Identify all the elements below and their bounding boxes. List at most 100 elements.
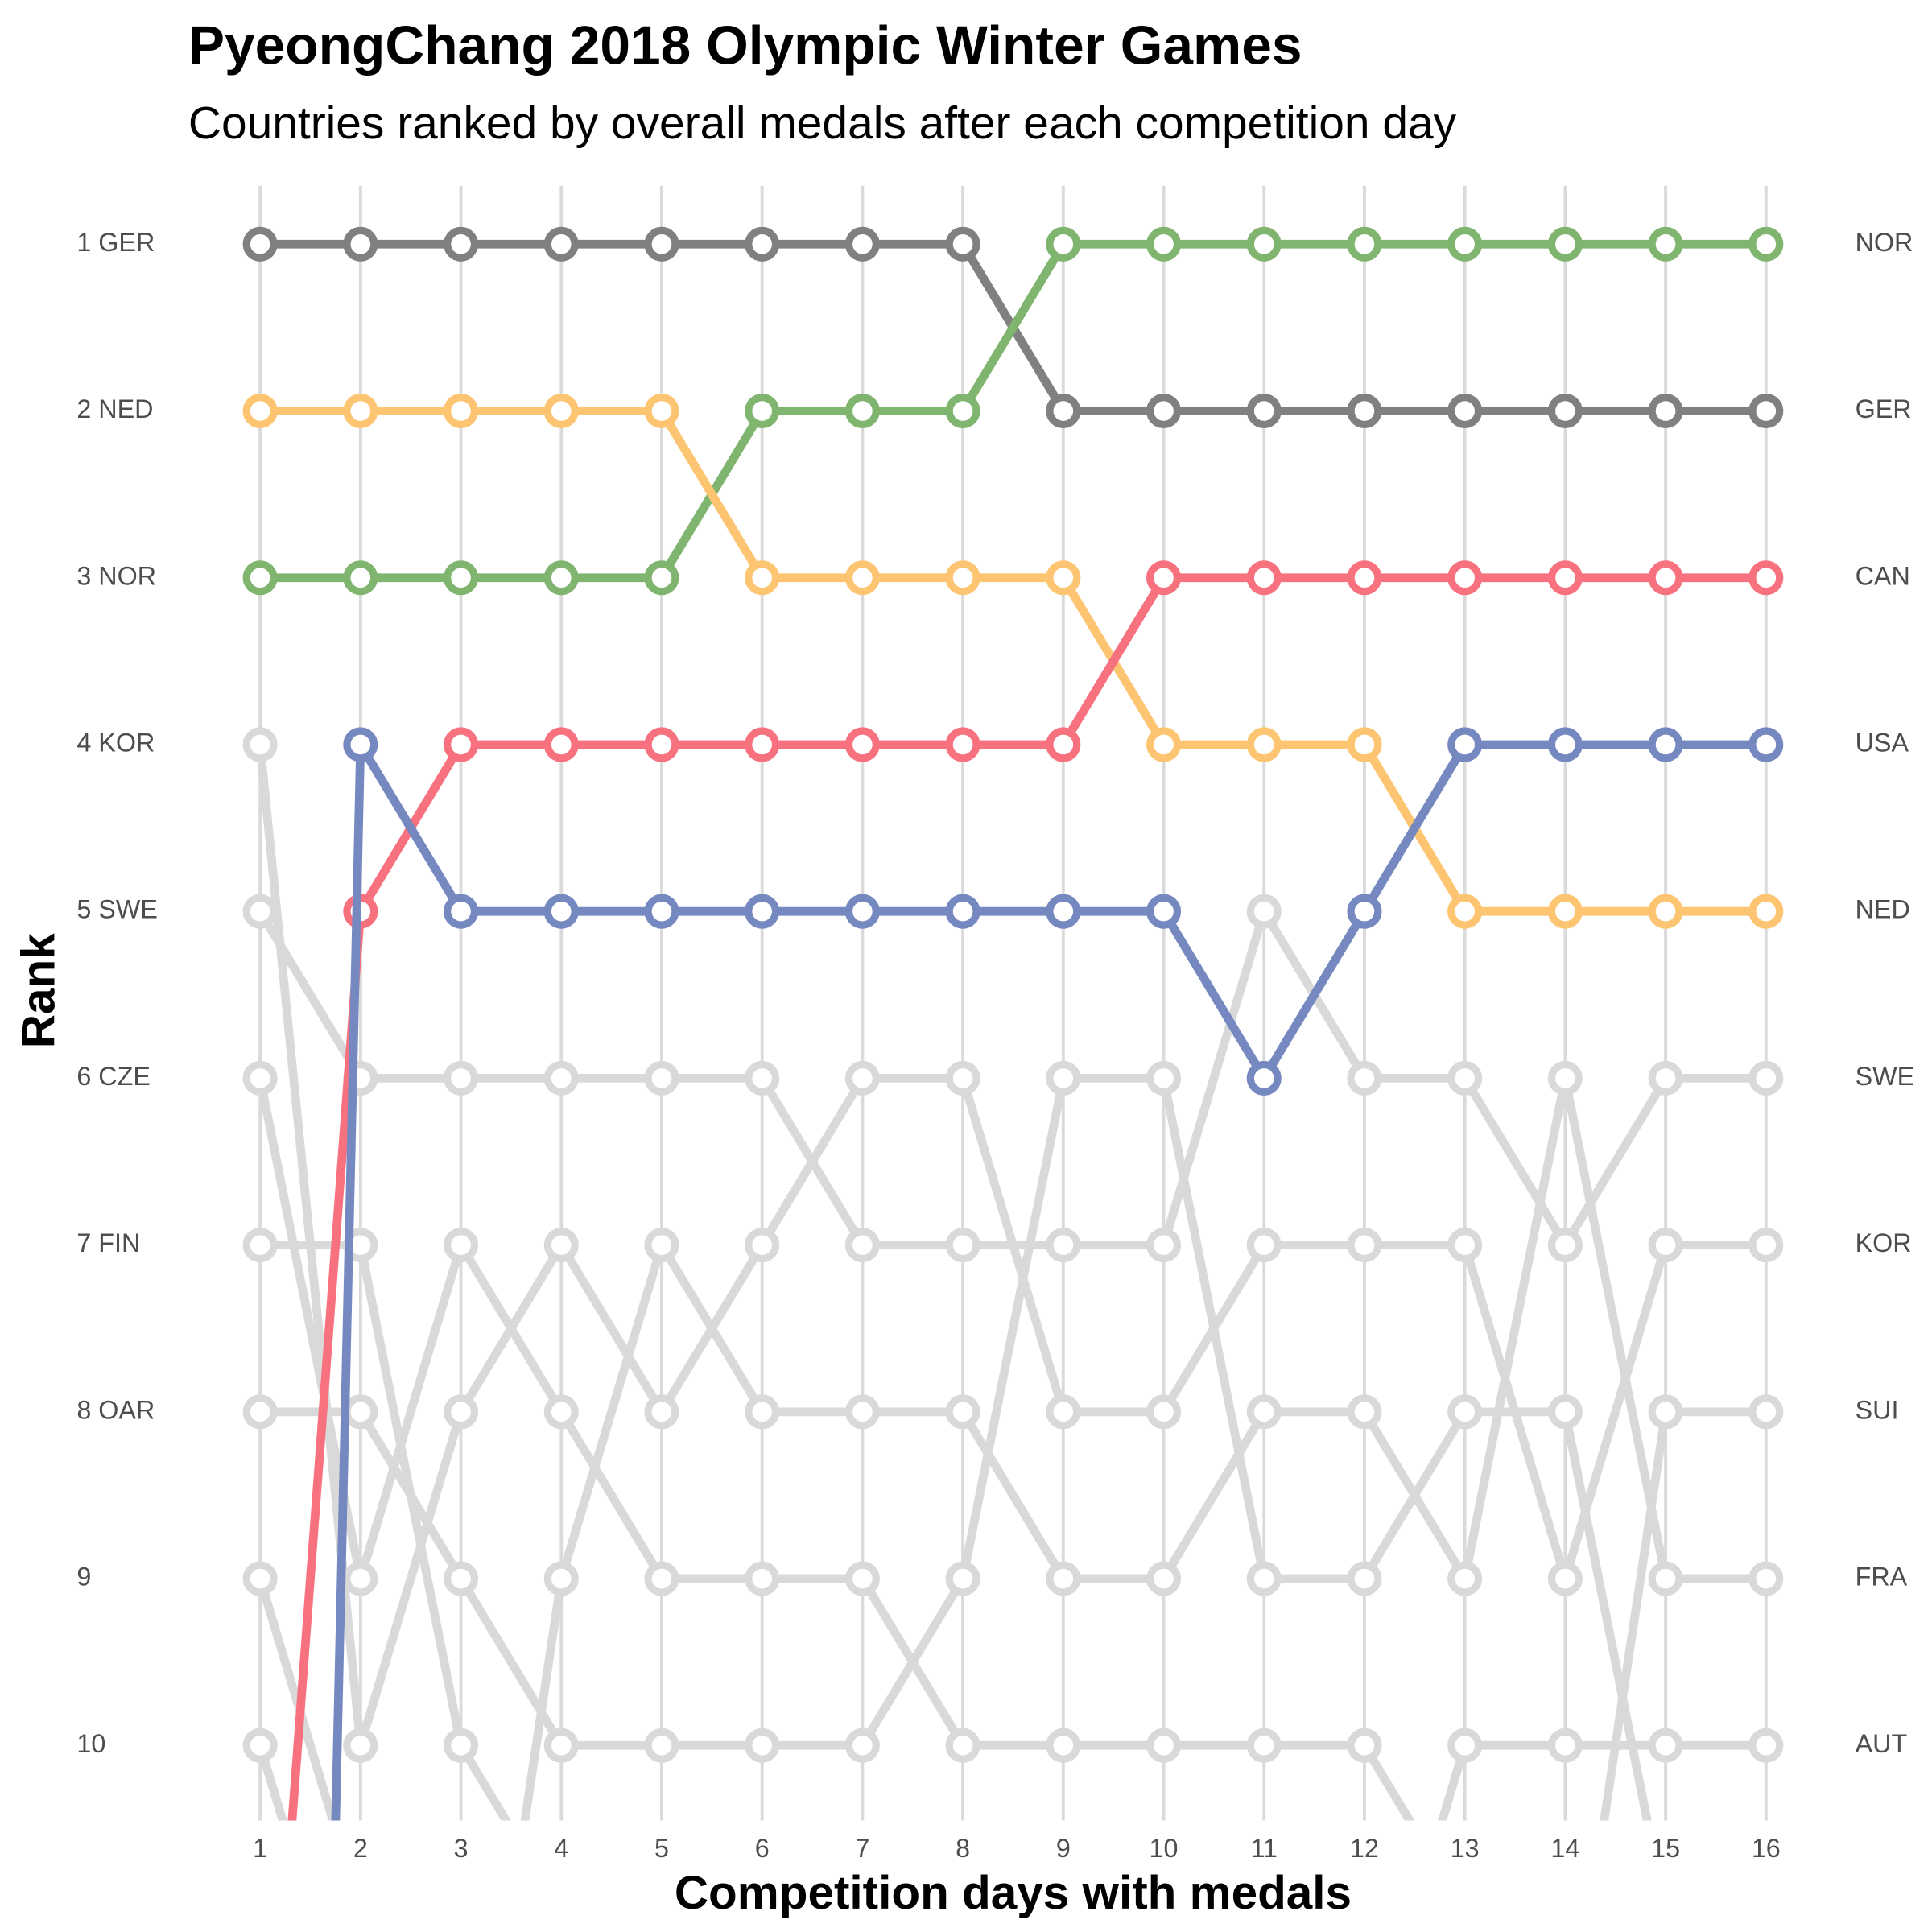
rank-point (644, 560, 679, 596)
rank-point (1648, 1728, 1683, 1763)
rank-point (1146, 1728, 1182, 1763)
plot-area (242, 226, 1784, 1926)
series (242, 226, 1784, 596)
rank-point (1046, 560, 1081, 596)
rank-point (242, 1060, 278, 1096)
rank-point (1447, 1228, 1483, 1263)
rank-point (1246, 1060, 1282, 1096)
rank-point (1347, 1060, 1382, 1096)
rank-point (1648, 1394, 1683, 1430)
x-axis-label: Competition days with medals (675, 1867, 1352, 1919)
rank-point (444, 1228, 479, 1263)
rank-point (444, 894, 479, 929)
y2-tick-label: CAN (1856, 561, 1910, 590)
rank-point (343, 1394, 378, 1430)
rank-point (448, 1899, 475, 1926)
rank-point (1447, 1561, 1483, 1596)
rank-point (1246, 1394, 1282, 1430)
rank-point (1146, 727, 1182, 762)
rank-line (260, 407, 1766, 916)
rank-point (1246, 1228, 1282, 1263)
rank-point (644, 727, 679, 762)
rank-line (260, 239, 1766, 583)
series (242, 1394, 1784, 1926)
rank-point (945, 1228, 980, 1263)
rank-point (844, 727, 880, 762)
rank-point (1547, 393, 1583, 429)
rank-point (745, 560, 780, 596)
rank-point (1748, 393, 1784, 429)
rank-point (343, 226, 378, 262)
rank-point (242, 393, 278, 429)
y2-tick-label: KOR (1856, 1228, 1912, 1257)
x-tick-label: 3 (454, 1834, 469, 1863)
series (520, 1060, 1784, 1821)
x-tick-label: 11 (1250, 1834, 1278, 1863)
rank-point (343, 560, 378, 596)
rank-point (543, 1394, 579, 1430)
rank-point (242, 727, 278, 762)
rank-point (844, 1060, 880, 1096)
rank-point (745, 727, 780, 762)
rank-point (1748, 1561, 1784, 1596)
y2-tick-label: SWE (1856, 1062, 1915, 1091)
rank-point (1246, 894, 1282, 929)
rank-point (644, 1060, 679, 1096)
rank-point (242, 894, 278, 929)
rank-point (343, 727, 378, 762)
rank-point (1246, 727, 1282, 762)
rank-point (1547, 1728, 1583, 1763)
rank-point (1347, 560, 1382, 596)
rank-point (1046, 1561, 1081, 1596)
rank-point (547, 1899, 575, 1926)
rank-point (543, 727, 579, 762)
rank-point (745, 393, 780, 429)
rank-point (444, 226, 479, 262)
y-tick-label: 9 (76, 1563, 91, 1591)
y2-tick-label: GER (1856, 394, 1912, 423)
chart-title: PyeongChang 2018 Olympic Winter Games (188, 15, 1302, 76)
series (242, 1060, 1415, 1821)
y-tick-label: 5 SWE (76, 895, 158, 924)
x-tick-label: 14 (1550, 1834, 1579, 1863)
rank-point (1447, 560, 1483, 596)
rank-point (444, 1060, 479, 1096)
rank-point (945, 1060, 980, 1096)
rank-point (1347, 1394, 1382, 1430)
series (242, 1060, 1652, 1821)
rank-point (242, 1561, 278, 1596)
rank-point (444, 560, 479, 596)
rank-point (1547, 1561, 1583, 1596)
rank-point (1748, 560, 1784, 596)
series (242, 1228, 575, 1926)
rank-point (242, 1228, 278, 1263)
rank-point (1447, 1728, 1483, 1763)
rank-point (1046, 1060, 1081, 1096)
x-tick-label: 2 (353, 1834, 368, 1863)
rank-point (543, 894, 579, 929)
rank-point (644, 393, 679, 429)
y-axis-label: Rank (13, 933, 65, 1048)
rank-point (1547, 560, 1583, 596)
rank-point (1046, 894, 1081, 929)
rank-point (1547, 1060, 1583, 1096)
rank-point (1347, 727, 1382, 762)
rank-point (745, 1728, 780, 1763)
rank-line (256, 906, 1766, 1250)
rank-point (644, 1728, 679, 1763)
x-tick-label: 16 (1752, 1834, 1781, 1863)
rank-point (444, 1728, 479, 1763)
rank-point (1347, 1728, 1382, 1763)
rank-point (347, 1899, 374, 1926)
rank-point (1046, 393, 1081, 429)
y-tick-label: 10 (76, 1729, 105, 1758)
y2-tick-label: FRA (1856, 1563, 1908, 1591)
y-tick-label: 3 NOR (76, 561, 156, 590)
rank-point (1347, 1561, 1382, 1596)
rank-point (644, 1394, 679, 1430)
rank-point (1351, 1899, 1378, 1926)
rank-point (1146, 894, 1182, 929)
